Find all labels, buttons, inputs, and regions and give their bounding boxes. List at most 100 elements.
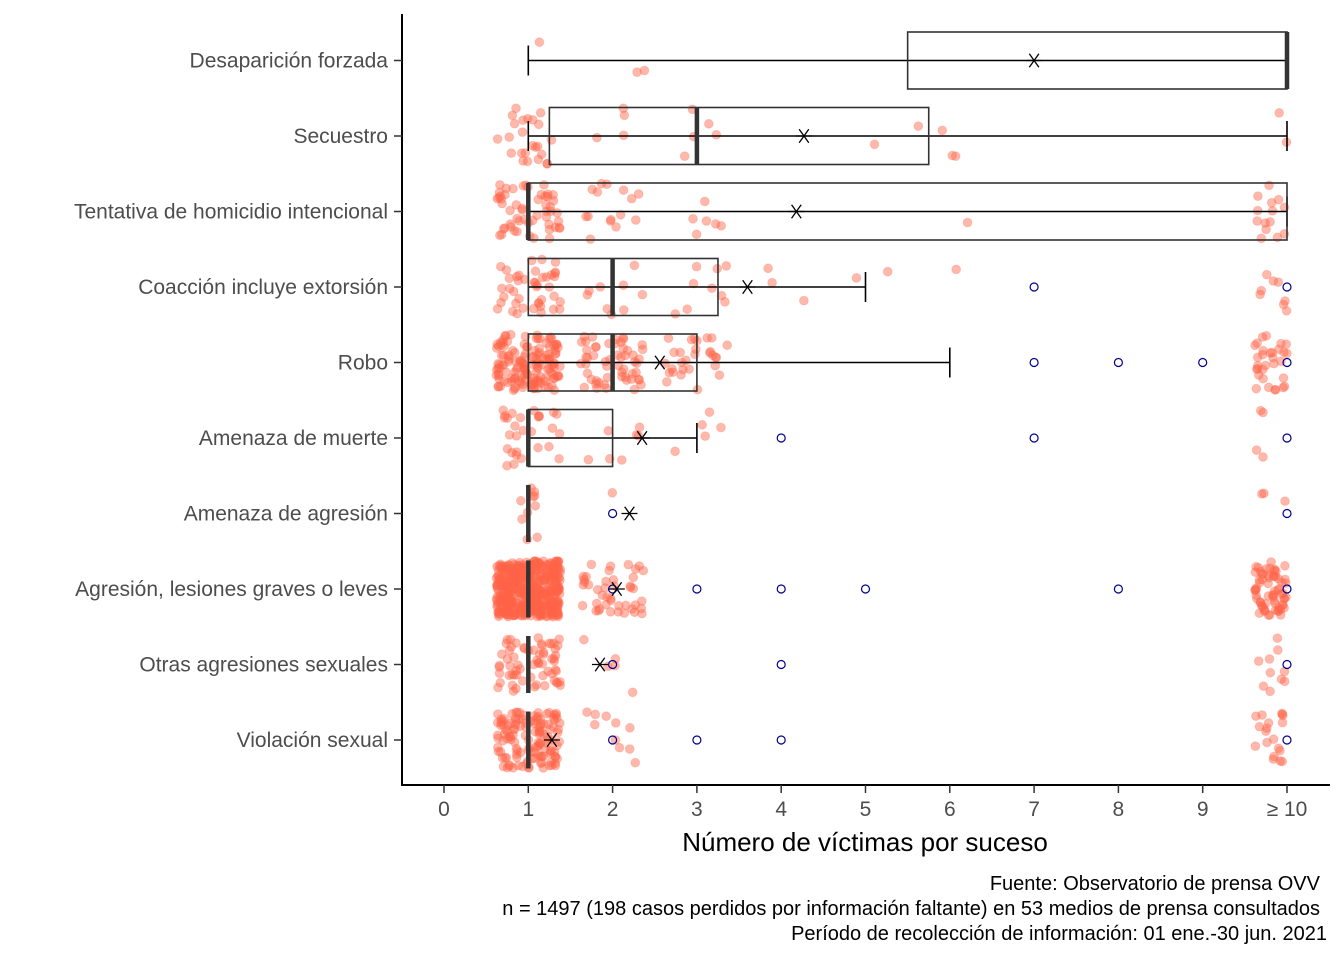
data-point [545, 566, 556, 577]
data-point [667, 364, 677, 374]
data-point [678, 364, 688, 375]
data-point [491, 364, 502, 375]
data-point [502, 599, 512, 609]
data-point [503, 588, 514, 599]
data-point [690, 344, 701, 355]
data-point [533, 557, 544, 568]
data-point [1252, 364, 1262, 375]
data-point [501, 568, 512, 579]
data-point [601, 576, 611, 587]
data-point [634, 422, 645, 433]
data-point [1253, 562, 1264, 573]
data-point [1261, 330, 1272, 341]
data-point [636, 379, 646, 390]
data-point [1264, 572, 1274, 583]
data-point [1251, 590, 1262, 601]
data-point [546, 608, 557, 619]
data-point [547, 607, 557, 617]
data-point [540, 600, 551, 610]
x-tick-label: 9 [1197, 798, 1209, 821]
data-point [495, 578, 506, 588]
data-point [1274, 603, 1285, 614]
data-point [1282, 348, 1292, 359]
data-point [495, 720, 506, 731]
data-point [531, 680, 542, 690]
data-point [544, 591, 555, 602]
data-point [538, 751, 549, 761]
data-point [512, 745, 523, 756]
data-point [551, 339, 562, 350]
x-tick-label: 0 [438, 798, 450, 821]
data-point [495, 590, 506, 601]
mean-marker [788, 204, 805, 219]
data-point [534, 577, 545, 588]
data-point [493, 709, 503, 719]
data-point [522, 156, 533, 167]
data-point [1269, 564, 1280, 575]
data-point [549, 373, 560, 384]
data-point [508, 286, 519, 297]
data-point [1250, 585, 1261, 596]
data-point [493, 585, 504, 595]
data-point [501, 572, 512, 583]
data-point [552, 604, 562, 615]
data-point [1263, 382, 1274, 393]
data-point [551, 558, 562, 569]
data-point [513, 760, 524, 771]
data-point [541, 598, 551, 608]
data-point [637, 608, 647, 619]
data-point [504, 273, 515, 284]
category-label: Amenaza de muerte [199, 427, 388, 450]
data-point [501, 609, 512, 620]
data-point [509, 559, 520, 570]
data-point [497, 596, 508, 607]
data-point [496, 561, 507, 571]
data-point [504, 568, 515, 578]
data-point [1273, 606, 1284, 617]
data-point [581, 211, 591, 222]
data-point [502, 587, 513, 598]
data-point [539, 680, 550, 691]
data-point [518, 115, 528, 126]
data-point [1252, 352, 1263, 363]
data-point [624, 744, 635, 754]
data-point [496, 717, 507, 728]
data-point [492, 304, 503, 314]
data-point [615, 209, 626, 220]
data-point [551, 597, 562, 607]
data-point [532, 655, 542, 665]
data-point [545, 724, 555, 735]
data-point [553, 595, 563, 606]
data-point [515, 664, 525, 674]
x-tick-label: 5 [860, 798, 872, 821]
data-point [533, 741, 543, 752]
data-point [618, 343, 629, 354]
data-point [555, 680, 566, 691]
data-point [533, 298, 544, 309]
data-point [552, 713, 562, 723]
data-point [630, 215, 641, 225]
data-point [578, 580, 589, 590]
data-point [947, 150, 958, 161]
data-point [495, 559, 506, 570]
data-point [535, 585, 545, 595]
data-point [1250, 741, 1261, 751]
data-point [513, 608, 524, 619]
data-point [505, 586, 516, 597]
data-point [1258, 569, 1268, 579]
data-point [499, 580, 509, 591]
data-point [533, 375, 544, 386]
data-point [676, 370, 686, 380]
data-point [497, 594, 508, 604]
data-point [628, 350, 638, 361]
data-point [535, 758, 546, 769]
data-point [541, 212, 552, 222]
data-point [532, 713, 542, 723]
data-point [499, 591, 510, 601]
category-label: Robo [338, 352, 388, 375]
data-point [533, 576, 544, 587]
data-point [547, 654, 557, 664]
data-point [616, 352, 626, 363]
category-label: Amenaza de agresión [184, 503, 388, 526]
data-point [517, 127, 528, 138]
